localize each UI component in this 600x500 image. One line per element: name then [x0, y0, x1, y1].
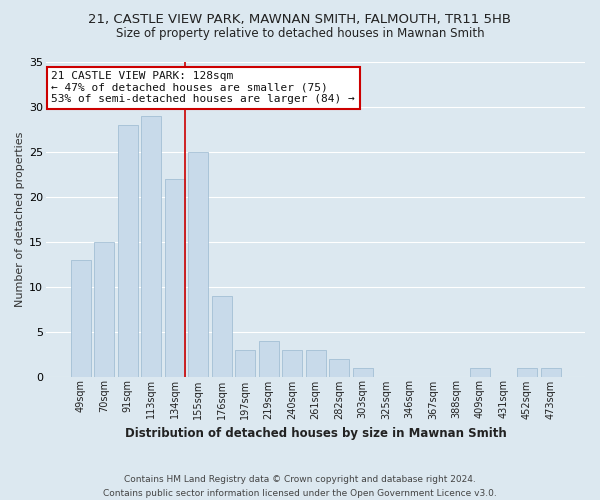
Bar [118, 124, 137, 376]
Bar [541, 368, 560, 376]
Bar [188, 152, 208, 376]
Y-axis label: Number of detached properties: Number of detached properties [15, 132, 25, 306]
Bar [282, 350, 302, 376]
Bar [71, 260, 91, 376]
Text: Size of property relative to detached houses in Mawnan Smith: Size of property relative to detached ho… [116, 28, 484, 40]
Bar [305, 350, 326, 376]
Bar [212, 296, 232, 376]
X-axis label: Distribution of detached houses by size in Mawnan Smith: Distribution of detached houses by size … [125, 427, 506, 440]
Bar [141, 116, 161, 376]
Text: 21, CASTLE VIEW PARK, MAWNAN SMITH, FALMOUTH, TR11 5HB: 21, CASTLE VIEW PARK, MAWNAN SMITH, FALM… [89, 12, 511, 26]
Bar [353, 368, 373, 376]
Bar [517, 368, 537, 376]
Bar [470, 368, 490, 376]
Bar [329, 358, 349, 376]
Bar [164, 178, 185, 376]
Bar [235, 350, 255, 376]
Text: Contains HM Land Registry data © Crown copyright and database right 2024.
Contai: Contains HM Land Registry data © Crown c… [103, 476, 497, 498]
Text: 21 CASTLE VIEW PARK: 128sqm
← 47% of detached houses are smaller (75)
53% of sem: 21 CASTLE VIEW PARK: 128sqm ← 47% of det… [52, 71, 355, 104]
Bar [259, 340, 278, 376]
Bar [94, 242, 114, 376]
